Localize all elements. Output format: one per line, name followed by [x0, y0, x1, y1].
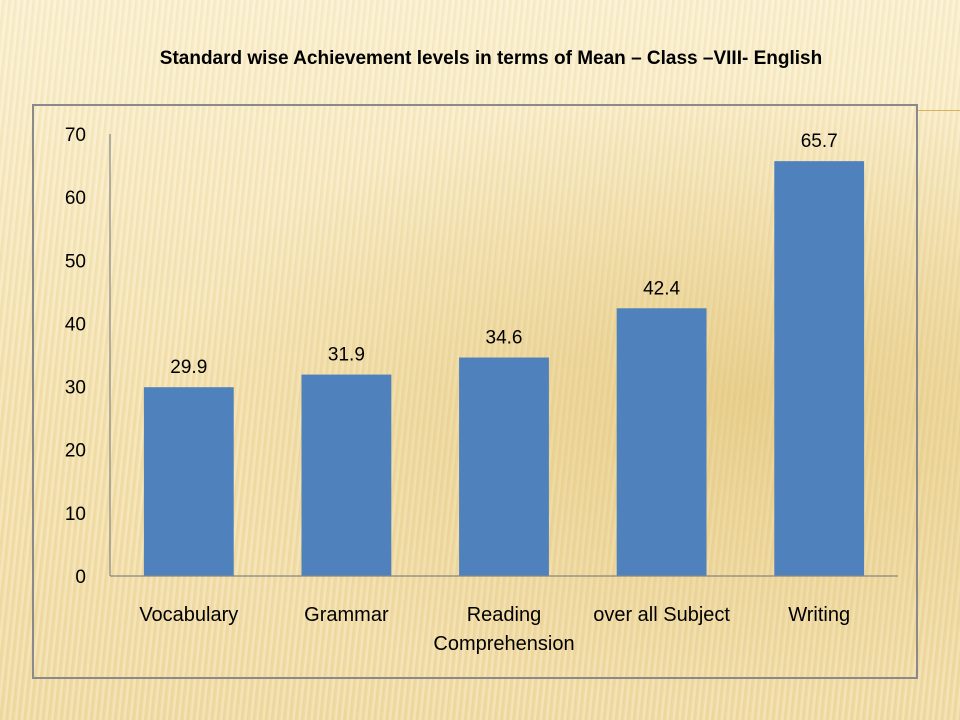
data-label: 29.9 [170, 357, 207, 378]
chart-title: Standard wise Achievement levels in term… [159, 48, 823, 69]
bar [774, 161, 865, 576]
y-axis-ticks: 0 10 20 30 40 50 60 70 [65, 125, 86, 588]
decorative-accent-line [918, 110, 960, 111]
category-label: Comprehension [433, 633, 574, 655]
y-tick-label: 0 [75, 567, 86, 588]
data-label: 31.9 [328, 345, 365, 366]
bars [143, 161, 865, 576]
bar [616, 308, 707, 576]
y-tick-label: 50 [65, 251, 86, 272]
y-tick-label: 20 [65, 441, 86, 462]
data-label: 34.6 [486, 328, 523, 349]
bar [301, 374, 392, 576]
y-tick-label: 60 [65, 188, 86, 209]
category-label: Reading [467, 604, 542, 626]
category-label: Grammar [304, 604, 389, 626]
y-tick-label: 30 [65, 378, 86, 399]
bar [143, 387, 234, 576]
category-label: over all Subject [593, 604, 730, 626]
axes [109, 134, 898, 577]
y-tick-label: 70 [65, 125, 86, 146]
data-label: 42.4 [643, 278, 680, 299]
category-label: Vocabulary [139, 604, 238, 626]
data-labels: 29.9 31.9 34.6 42.4 65.7 [170, 131, 837, 378]
data-label: 65.7 [801, 131, 838, 152]
chart-frame [32, 104, 918, 679]
y-tick-label: 40 [65, 314, 86, 335]
y-tick-label: 10 [65, 504, 86, 525]
bar [459, 357, 549, 576]
x-axis-categories: Vocabulary Grammar Reading Comprehension ove… [139, 604, 850, 655]
category-label: Writing [788, 604, 850, 626]
